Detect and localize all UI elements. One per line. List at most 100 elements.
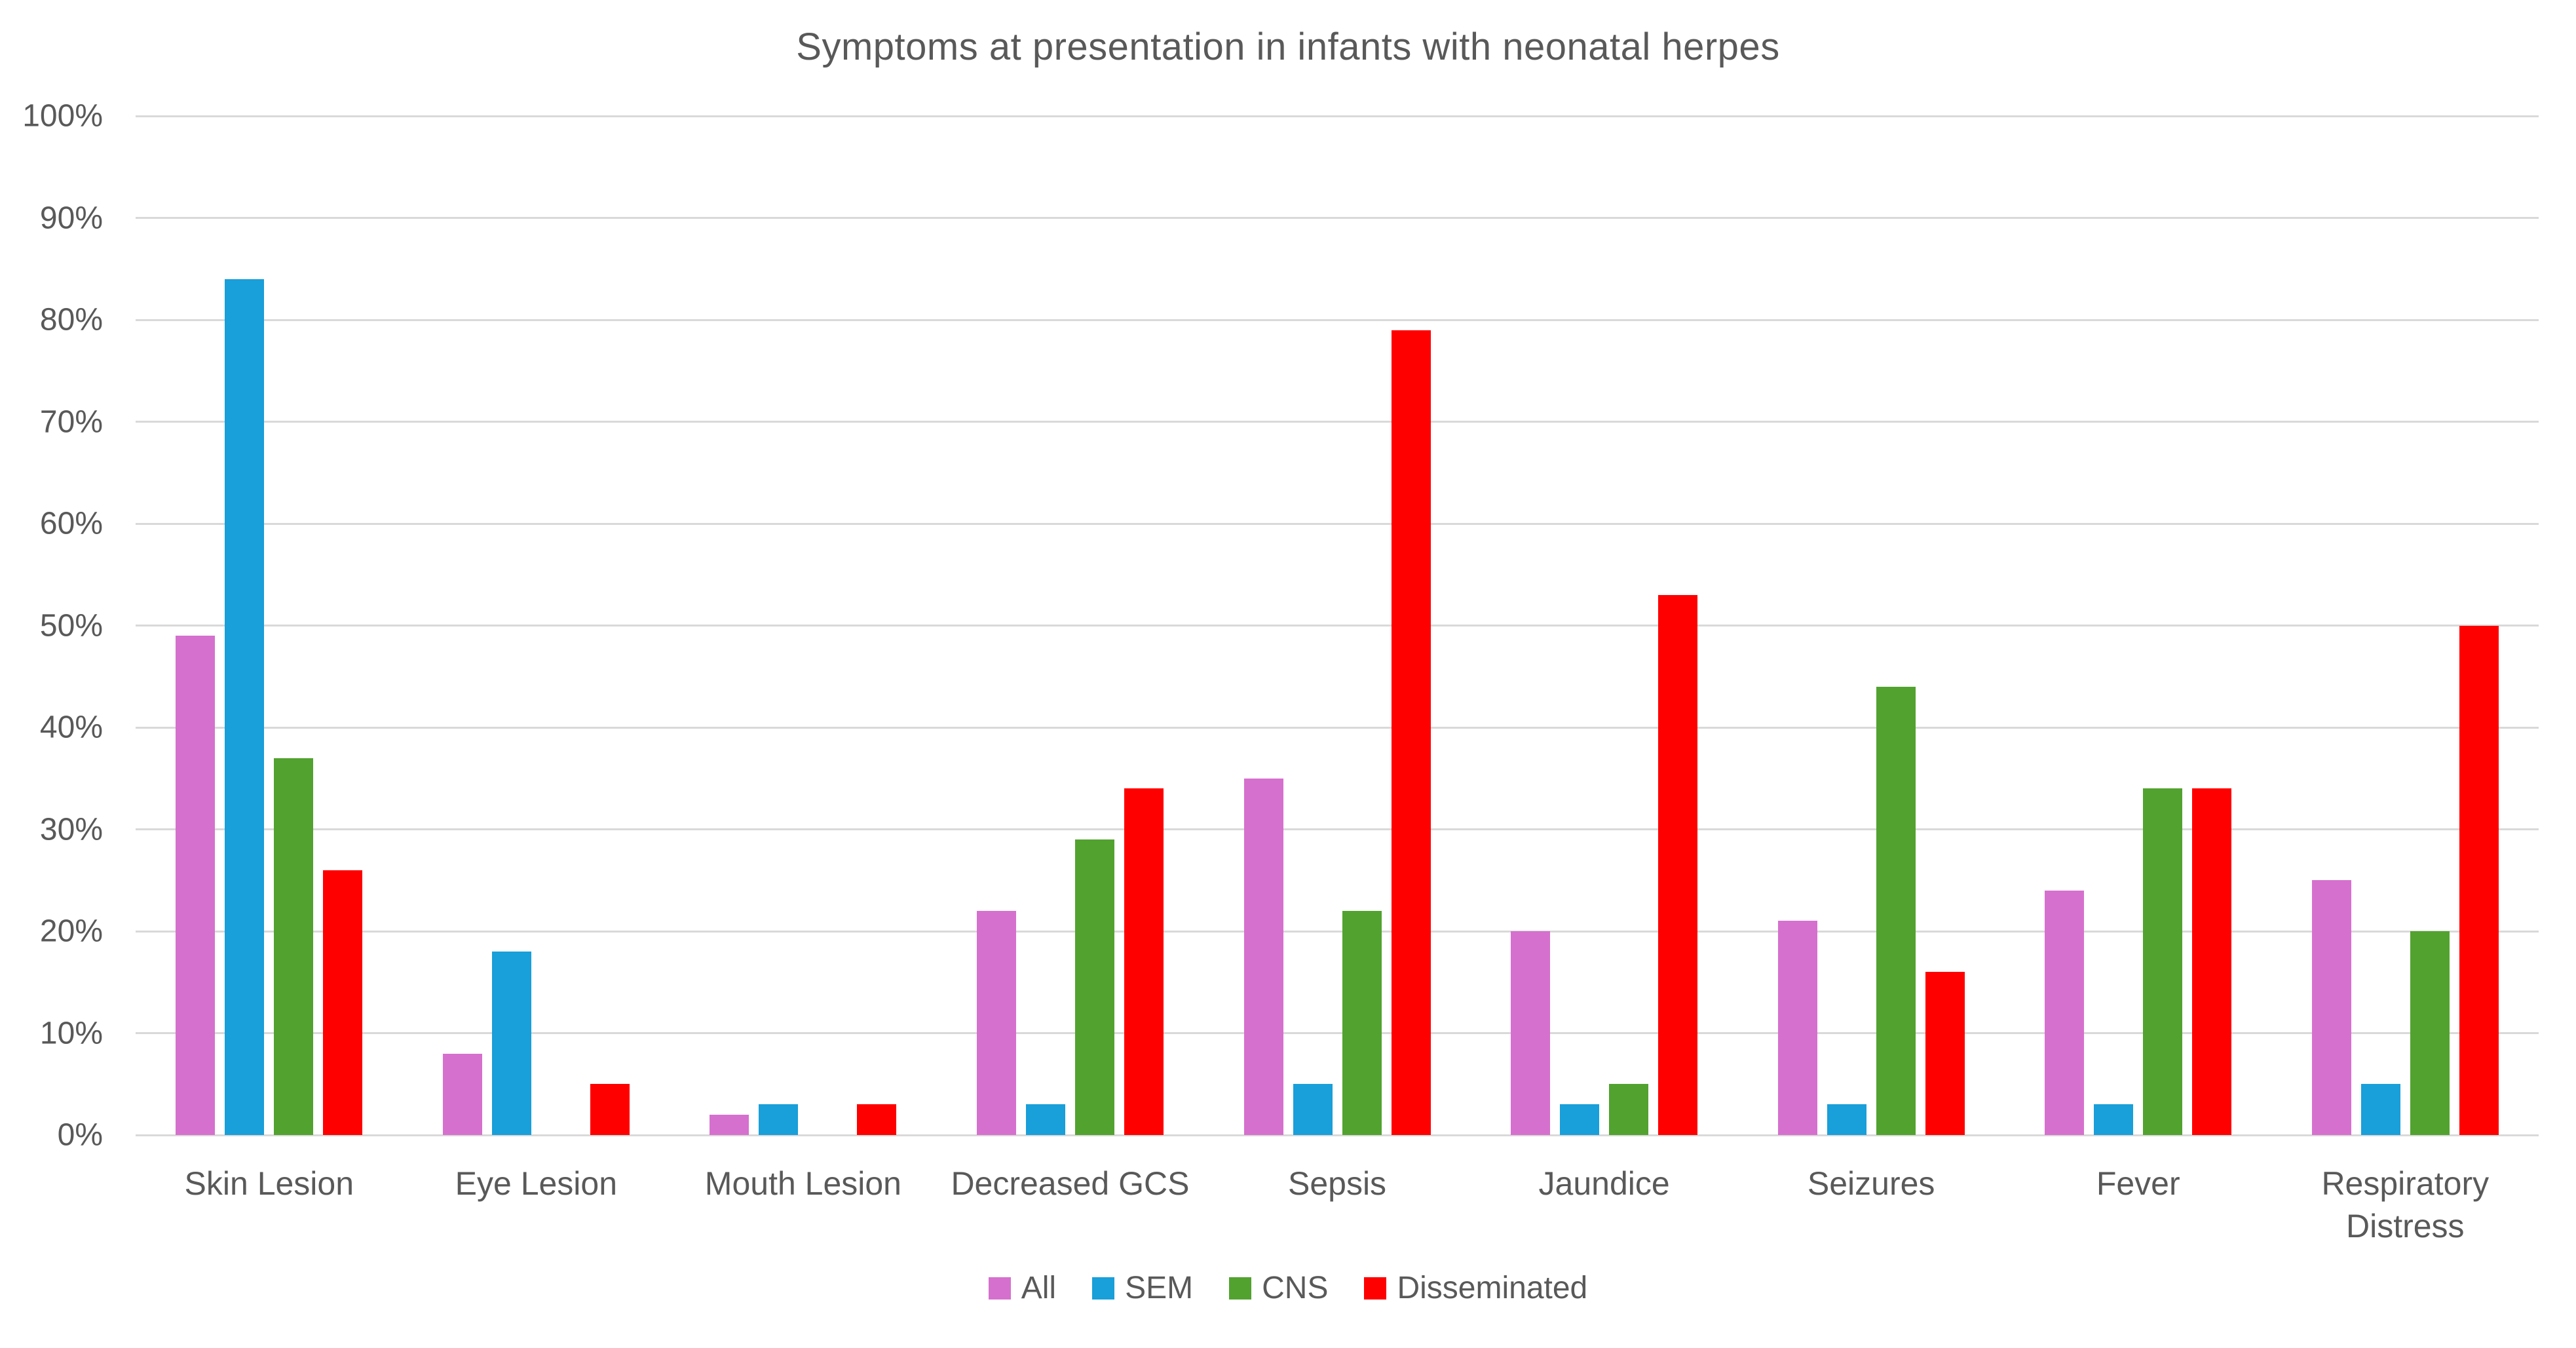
y-axis-tick-label: 0% (57, 1117, 103, 1153)
y-axis-tick-label: 20% (39, 914, 103, 949)
bar-sem-jaundice (1560, 1104, 1600, 1135)
bar-group (1471, 116, 1738, 1135)
category-group-decreased-gcs: Decreased GCS (937, 116, 1204, 1202)
bar-sem-decreased-gcs (1025, 1104, 1065, 1135)
bar-disseminated-fever (2192, 788, 2232, 1135)
plot-area: Skin Lesion Eye Lesion Mouth Lesion Decreas… (136, 115, 2539, 1244)
category-group-respiratory-distress: Respiratory Distress (2272, 116, 2539, 1244)
bar-cns-respiratory-distress (2410, 931, 2450, 1135)
gridline (136, 318, 2539, 321)
x-axis-category-label: Seizures (1807, 1165, 1935, 1202)
x-axis-line (136, 1134, 2539, 1136)
bar-disseminated-respiratory-distress (2459, 625, 2499, 1135)
y-axis-tick-label: 80% (39, 302, 103, 337)
x-axis-category-label: Respiratory Distress (2321, 1165, 2490, 1244)
legend-swatch-disseminated-icon (1364, 1277, 1387, 1300)
bar-disseminated-eye-lesion (590, 1084, 630, 1135)
gridline (136, 625, 2539, 626)
y-axis-tick-label: 30% (39, 812, 103, 847)
bar-sem-sepsis (1293, 1084, 1333, 1135)
bar-disseminated-jaundice (1658, 594, 1698, 1135)
category-group-seizures: Seizures (1737, 116, 2005, 1202)
bar-all-eye-lesion (442, 1053, 482, 1135)
bar-cns-sepsis (1342, 910, 1382, 1135)
legend: All SEM CNS Disseminated (0, 1270, 2576, 1306)
bar-all-decreased-gcs (976, 910, 1016, 1135)
bar-cns-decreased-gcs (1074, 839, 1114, 1135)
gridline (136, 828, 2539, 830)
bar-all-fever (2045, 890, 2085, 1135)
y-axis-tick-label: 40% (39, 710, 103, 745)
bar-group (1203, 116, 1471, 1135)
bar-group (1737, 116, 2005, 1135)
bar-sem-seizures (1827, 1104, 1866, 1135)
category-group-jaundice: Jaundice (1471, 116, 1738, 1202)
y-axis-tick-label: 60% (39, 506, 103, 541)
bar-sem-respiratory-distress (2360, 1084, 2400, 1135)
category-group-eye-lesion: Eye Lesion (403, 116, 670, 1202)
chart-title: Symptoms at presentation in infants with… (796, 26, 1780, 68)
y-axis-tick-label: 100% (22, 98, 103, 134)
bar-sem-fever (2094, 1104, 2134, 1135)
category-group-fever: Fever (2005, 116, 2272, 1202)
legend-swatch-all-icon (988, 1277, 1011, 1300)
bar-sem-skin-lesion (225, 279, 265, 1135)
bar-cns-jaundice (1609, 1084, 1649, 1135)
bar-disseminated-mouth-lesion (857, 1104, 897, 1135)
gridline (136, 115, 2539, 117)
bar-sem-mouth-lesion (759, 1104, 799, 1135)
bar-group (136, 116, 403, 1135)
x-axis-category-label: Jaundice (1538, 1165, 1670, 1202)
gridline (136, 726, 2539, 729)
legend-item-all: All (988, 1270, 1057, 1306)
y-axis-tick-label: 10% (39, 1016, 103, 1050)
bar-group (937, 116, 1204, 1135)
bar-sem-eye-lesion (491, 952, 531, 1135)
legend-item-sem: SEM (1092, 1270, 1193, 1306)
category-group-skin-lesion: Skin Lesion (136, 116, 403, 1202)
legend-label-cns: CNS (1262, 1271, 1329, 1305)
gridline (136, 930, 2539, 933)
legend-label-disseminated: Disseminated (1397, 1271, 1588, 1305)
legend-item-cns: CNS (1229, 1270, 1328, 1306)
legend-label-sem: SEM (1125, 1271, 1194, 1305)
y-axis-tick-label: 90% (39, 201, 103, 235)
gridline (136, 217, 2539, 219)
bar-all-mouth-lesion (710, 1114, 749, 1135)
x-axis-category-label: Decreased GCS (951, 1165, 1190, 1202)
category-group-sepsis: Sepsis (1203, 116, 1471, 1202)
category-group-mouth-lesion: Mouth Lesion (670, 116, 937, 1202)
gridline (136, 522, 2539, 525)
bar-all-sepsis (1243, 778, 1283, 1135)
bar-cns-skin-lesion (274, 758, 314, 1135)
bar-group (403, 116, 670, 1135)
bar-all-skin-lesion (176, 636, 216, 1135)
bar-group (2005, 116, 2272, 1135)
x-axis-category-label: Eye Lesion (455, 1165, 618, 1202)
legend-swatch-sem-icon (1092, 1277, 1115, 1300)
bar-disseminated-seizures (1925, 972, 1965, 1135)
y-axis-tick-label: 50% (39, 608, 103, 643)
legend-swatch-cns-icon (1229, 1277, 1252, 1300)
x-axis-category-label: Skin Lesion (184, 1165, 354, 1202)
bar-all-respiratory-distress (2311, 880, 2351, 1135)
category-slots: Skin Lesion Eye Lesion Mouth Lesion Decreas… (136, 116, 2539, 1244)
x-axis-category-label: Fever (2096, 1165, 2180, 1202)
bar-group (670, 116, 937, 1135)
legend-item-disseminated: Disseminated (1364, 1270, 1587, 1306)
x-axis-category-label: Mouth Lesion (704, 1165, 901, 1202)
bar-disseminated-skin-lesion (323, 870, 363, 1135)
bar-all-jaundice (1511, 931, 1551, 1135)
bar-disseminated-decreased-gcs (1124, 788, 1164, 1135)
legend-label-all: All (1021, 1271, 1057, 1305)
bar-all-seizures (1777, 921, 1817, 1135)
bar-cns-seizures (1876, 686, 1916, 1135)
bar-cns-fever (2143, 788, 2183, 1135)
y-axis-tick-label: 70% (39, 404, 103, 439)
gridline (136, 1032, 2539, 1034)
bar-disseminated-sepsis (1391, 330, 1431, 1135)
x-axis-category-label: Sepsis (1287, 1165, 1387, 1202)
gridline (136, 421, 2539, 423)
bar-group (2272, 116, 2539, 1135)
